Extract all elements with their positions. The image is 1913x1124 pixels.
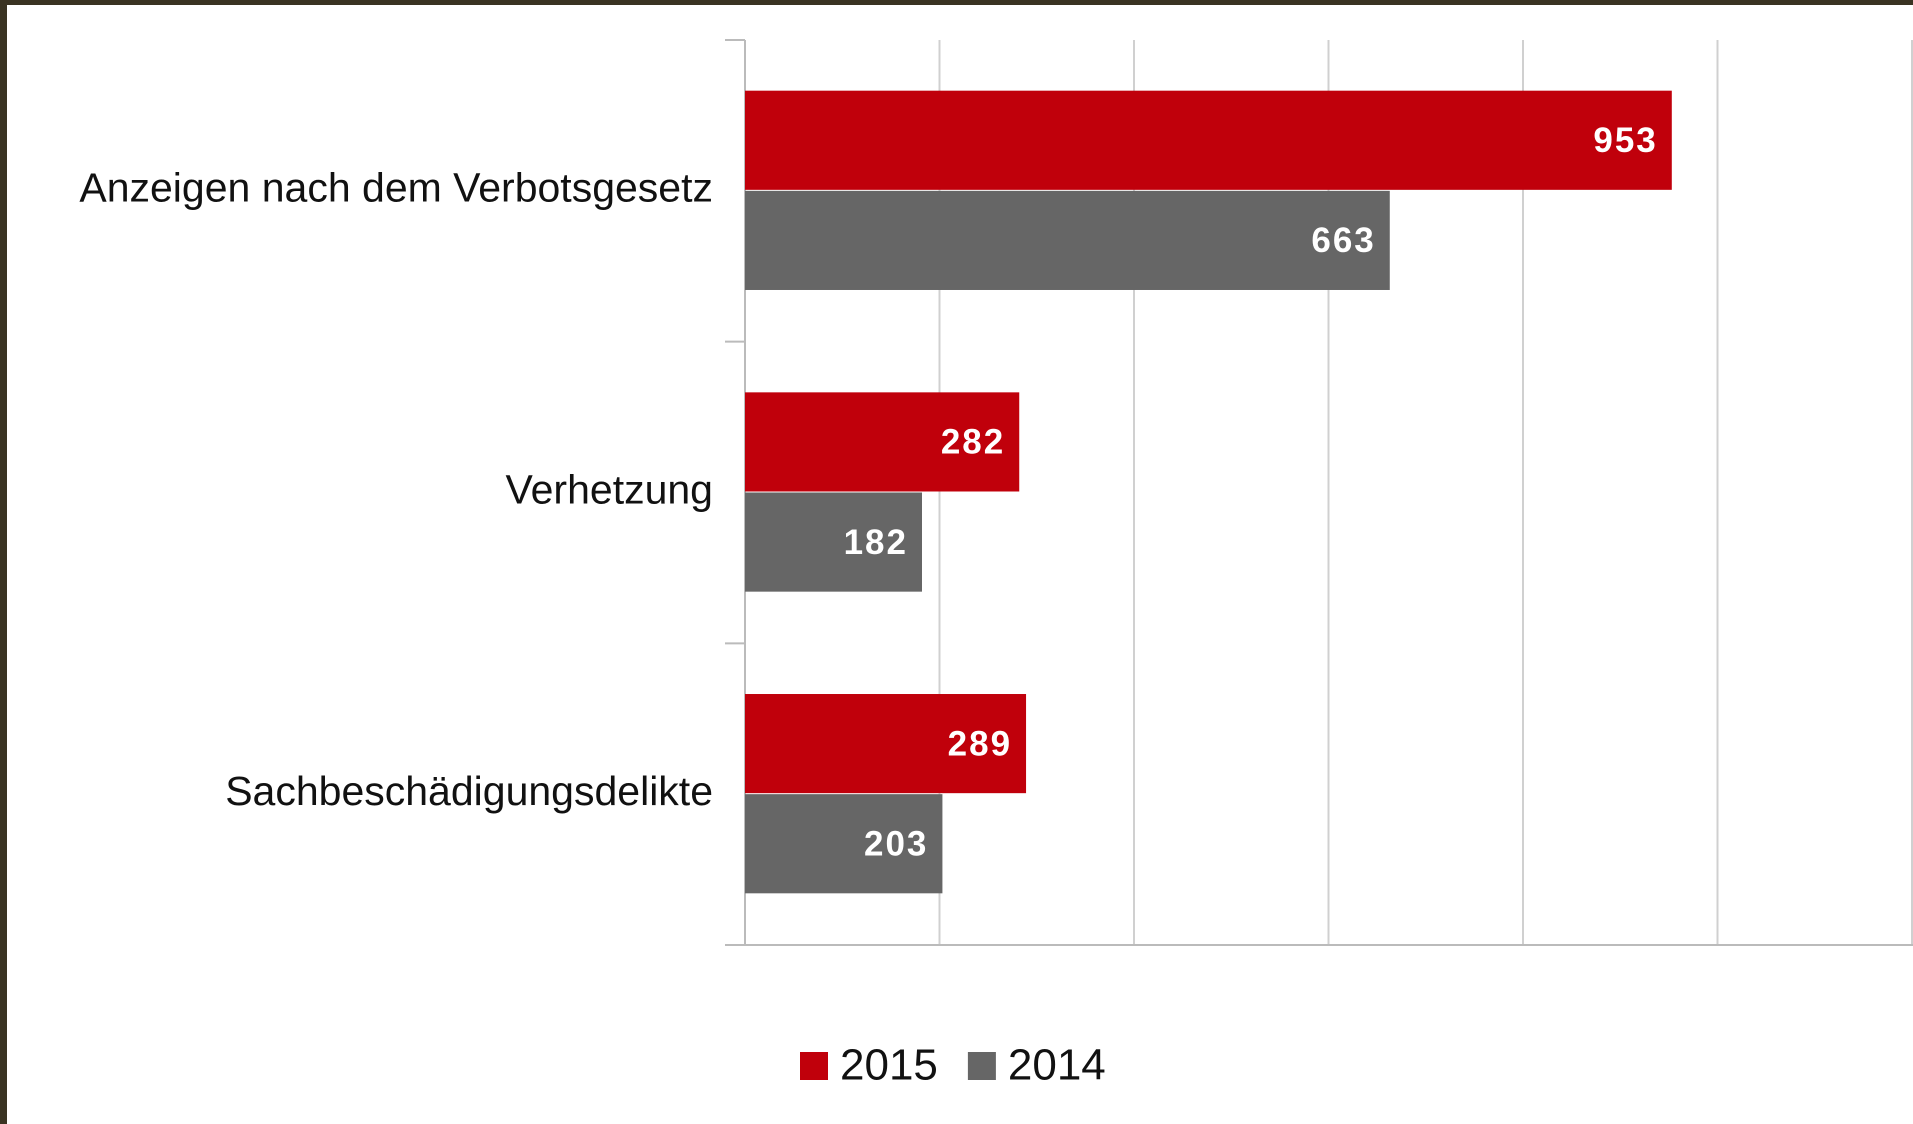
y-tick-label: Anzeigen nach dem Verbotsgesetz (79, 165, 713, 211)
frame-top (0, 0, 1913, 5)
bar (745, 492, 922, 592)
data-label: 953 (1593, 121, 1657, 160)
y-tick-label: Verhetzung (506, 466, 713, 512)
bar (745, 794, 943, 894)
data-label: 663 (1311, 221, 1375, 260)
bar (745, 90, 1672, 190)
bar (745, 694, 1027, 794)
legend-label: 2015 (840, 1041, 938, 1090)
data-label: 203 (864, 824, 928, 863)
legend-swatch (967, 1052, 996, 1080)
data-label: 282 (941, 423, 1005, 462)
frame-left (0, 0, 7, 1124)
data-label: 182 (844, 523, 908, 562)
bar (745, 190, 1390, 290)
bar (745, 392, 1020, 492)
y-tick-label: Sachbeschädigungsdelikte (225, 768, 713, 814)
data-label: 289 (948, 724, 1012, 763)
legend-label: 2014 (1008, 1041, 1106, 1090)
legend-swatch (800, 1052, 828, 1080)
